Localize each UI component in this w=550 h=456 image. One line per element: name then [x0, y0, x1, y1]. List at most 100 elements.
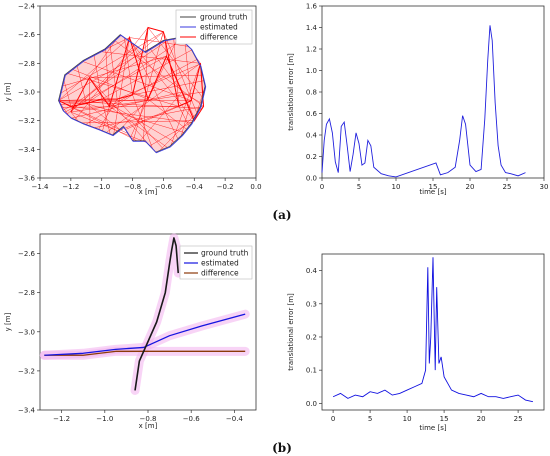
x-ticks: −1.4 −1.2 −1.0 −0.8 −0.6 −0.4 −0.2 0.0	[32, 178, 262, 191]
y-ticks: −3.6 −3.4 −3.2 −3.0 −2.8 −2.6 −2.4	[18, 3, 40, 183]
series-difference	[44, 350, 246, 356]
x-tick-label: −0.6	[183, 415, 201, 423]
difference-line	[132, 80, 204, 96]
difference-line	[147, 27, 203, 98]
y-tick-label: −3.4	[18, 407, 36, 415]
x-tick-label: −0.4	[186, 183, 204, 191]
y-axis-label: translational error [m]	[287, 293, 295, 371]
y-ticks: 0.0 0.1 0.2 0.3 0.4	[306, 267, 322, 408]
x-axis-label: x [m]	[139, 188, 158, 196]
difference-line	[62, 106, 71, 111]
series-estimated	[58, 34, 207, 154]
difference-line	[70, 111, 79, 122]
y-ticks: 0.0 0.2 0.4 0.6 0.8 1.0 1.2 1.4 1.6	[306, 3, 322, 183]
difference-line	[125, 106, 179, 130]
y-tick-label: 0.2	[306, 153, 317, 161]
difference-line	[58, 37, 130, 101]
y-tick-label: −2.8	[18, 60, 35, 68]
x-tick-label: 10	[392, 183, 401, 191]
y-tick-label: 0.3	[306, 300, 317, 308]
difference-line	[124, 37, 133, 95]
x-ticks: 0 5 10 15 20 25	[331, 410, 523, 423]
chart-b-error: 0 5 10 15 20 25 0.0 0.1 0.2 0.3 0.4 time [s] tran…	[287, 253, 545, 432]
difference-line	[61, 106, 179, 108]
legend-ground-truth: ground truth	[200, 13, 248, 22]
difference-line	[147, 37, 179, 100]
panel-label-b: (b)	[272, 441, 292, 455]
x-tick-label: −1.0	[96, 415, 113, 423]
difference-line	[117, 64, 200, 100]
x-tick-label: −1.2	[62, 183, 79, 191]
y-tick-label: −3.4	[18, 146, 36, 154]
difference-line	[85, 94, 133, 125]
chart-a-error: 0 5 10 15 20 25 30 0.0 0.2 0.4 0.6 0.8 1.0 1.2 1.4 1.6…	[287, 3, 548, 197]
difference-line	[70, 39, 170, 107]
difference-line	[93, 54, 102, 100]
y-tick-label: 1.0	[306, 67, 317, 75]
series-translational-error	[321, 25, 526, 178]
difference-line	[101, 49, 192, 100]
difference-line	[99, 51, 201, 64]
x-ticks: 0 5 10 15 20 25 30	[320, 178, 549, 191]
y-tick-label: 0.1	[306, 367, 317, 375]
y-tick-label: −2.4	[18, 3, 36, 11]
x-tick-label: 15	[440, 415, 449, 423]
x-tick-label: −0.8	[140, 415, 157, 423]
difference-line	[94, 106, 204, 128]
x-tick-label: 25	[503, 183, 512, 191]
difference-line	[86, 39, 182, 104]
y-tick-label: −3.2	[18, 367, 35, 375]
legend-difference: difference	[200, 33, 238, 42]
x-tick-label: 30	[540, 183, 549, 191]
x-tick-label: 0	[320, 183, 324, 191]
y-tick-label: −3.0	[18, 328, 35, 336]
difference-line	[149, 120, 195, 147]
difference-line	[70, 106, 129, 134]
x-ticks: −1.2 −1.0 −0.8 −0.6 −0.4	[53, 410, 243, 423]
x-tick-label: −0.2	[217, 183, 234, 191]
legend-estimated: estimated	[200, 23, 238, 32]
y-tick-label: −3.2	[18, 117, 35, 125]
difference-line	[149, 48, 183, 93]
difference-line	[89, 77, 91, 127]
difference-line	[106, 63, 201, 133]
difference-line	[86, 103, 185, 133]
legend-ground-truth: ground truth	[201, 249, 249, 258]
series-difference	[58, 26, 205, 122]
x-tick-label: 0	[331, 415, 335, 423]
y-tick-label: 1.6	[306, 3, 318, 11]
series-ground-truth	[134, 237, 180, 391]
x-tick-label: 20	[477, 415, 486, 423]
difference-line	[86, 103, 120, 130]
difference-line	[81, 120, 195, 124]
y-tick-label: 1.2	[306, 46, 317, 54]
x-tick-label: 15	[429, 183, 438, 191]
plot-frame	[321, 5, 545, 179]
difference-line	[139, 91, 183, 141]
y-tick-label: 0.2	[306, 333, 317, 341]
difference-line	[113, 37, 130, 135]
series-layer	[58, 26, 207, 154]
difference-line	[181, 100, 192, 136]
difference-line	[61, 55, 167, 87]
y-ticks: −3.4 −3.2 −3.0 −2.8 −2.6	[18, 250, 40, 415]
legend-estimated: estimated	[201, 259, 239, 268]
chart-a-trajectory: −1.4 −1.2 −1.0 −0.8 −0.6 −0.4 −0.2 0.0 −3.6 −3.4…	[4, 3, 262, 197]
difference-line	[89, 77, 156, 153]
y-tick-label: 0.4	[306, 267, 318, 275]
x-tick-label: −0.6	[155, 183, 173, 191]
difference-line	[101, 99, 111, 135]
legend-difference: difference	[201, 269, 239, 278]
x-tick-label: 0.0	[250, 183, 261, 191]
y-axis-label: translational error [m]	[287, 53, 295, 131]
difference-line	[129, 37, 179, 139]
y-tick-label: 1.4	[306, 24, 318, 32]
series-layer	[321, 25, 526, 178]
panel-label-a: (a)	[272, 208, 291, 222]
x-tick-label: 5	[357, 183, 361, 191]
x-axis-label: time [s]	[419, 188, 446, 196]
difference-line	[109, 44, 118, 100]
y-tick-label: 0.8	[306, 89, 317, 97]
series-estimated	[44, 313, 246, 356]
